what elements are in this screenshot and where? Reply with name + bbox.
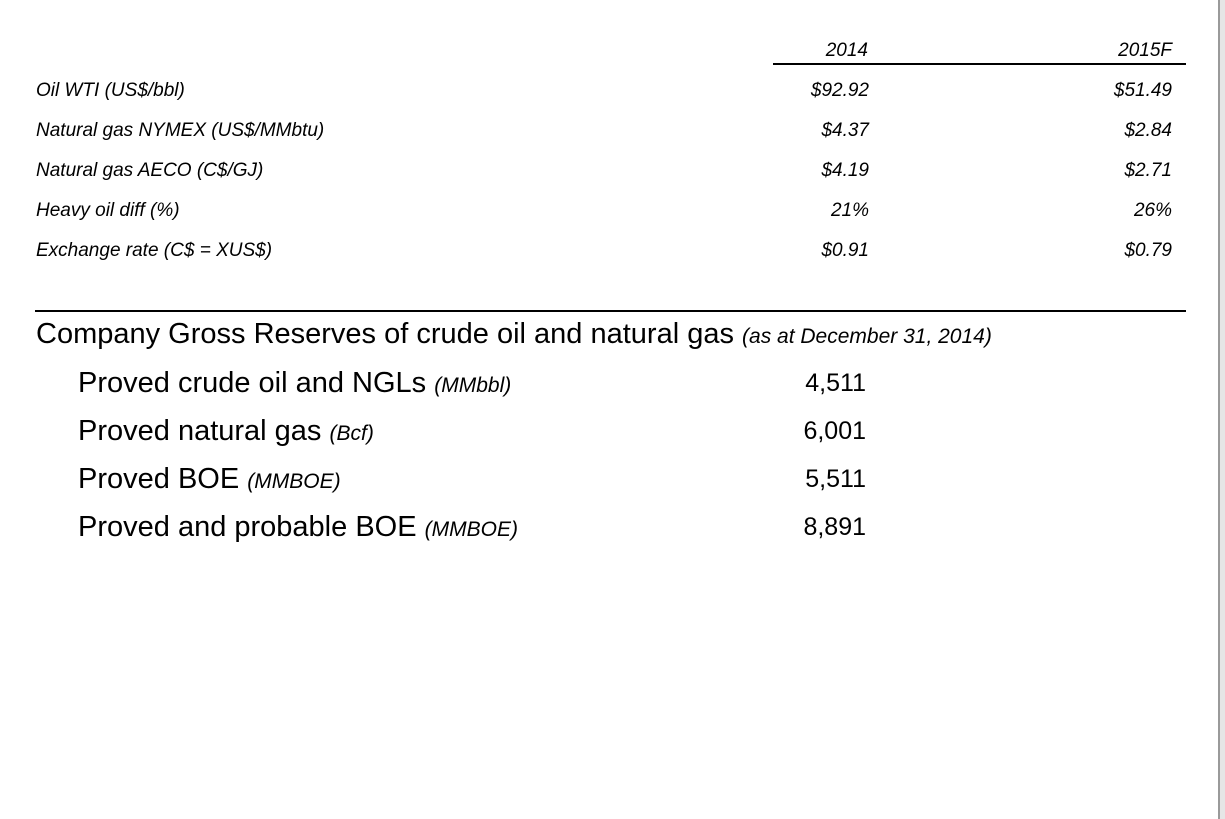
price-row-label: Natural gas NYMEX (US$/MMbtu) (36, 120, 325, 141)
price-value-2014: $92.92 (810, 80, 869, 101)
reserve-label: Proved crude oil and NGLs (MMbbl) (78, 367, 511, 400)
price-value-2015f: $2.71 (1124, 160, 1172, 181)
price-row-label: Oil WTI (US$/bbl) (36, 80, 185, 101)
reserve-value: 5,511 (805, 465, 866, 493)
price-value-2015f: $0.79 (1124, 240, 1172, 261)
price-value-2015f: 26% (1133, 200, 1172, 221)
price-row-label: Natural gas AECO (C$/GJ) (36, 160, 264, 181)
price-row: Natural gas NYMEX (US$/MMbtu) $4.37 $2.8… (0, 120, 1218, 160)
reserve-label-text: Proved BOE (78, 463, 240, 495)
section-rule (35, 310, 1186, 312)
reserves-title-text: Company Gross Reserves of crude oil and … (36, 318, 734, 350)
reserve-unit: (MMbbl) (434, 374, 512, 397)
price-value-2014: 21% (830, 200, 869, 221)
reserve-value: 6,001 (803, 417, 866, 445)
price-row-label: Heavy oil diff (%) (36, 200, 180, 221)
reserve-value: 4,511 (805, 369, 866, 397)
price-value-2015f: $51.49 (1113, 80, 1172, 101)
reserve-unit: (Bcf) (329, 422, 374, 445)
reserves-title: Company Gross Reserves of crude oil and … (36, 318, 992, 351)
price-row: Heavy oil diff (%) 21% 26% (0, 200, 1218, 240)
price-row: Exchange rate (C$ = XUS$) $0.91 $0.79 (0, 240, 1218, 280)
reserve-label-text: Proved crude oil and NGLs (78, 367, 427, 399)
reserve-row: Proved and probable BOE (MMBOE) 8,891 (0, 511, 1218, 559)
column-header-2014: 2014 (825, 40, 868, 61)
page-edge (1218, 0, 1220, 819)
reserve-row: Proved natural gas (Bcf) 6,001 (0, 415, 1218, 463)
header-rule (773, 63, 1186, 65)
reserve-row: Proved crude oil and NGLs (MMbbl) 4,511 (0, 367, 1218, 415)
price-row: Oil WTI (US$/bbl) $92.92 $51.49 (0, 80, 1218, 120)
price-value-2014: $0.91 (821, 240, 869, 261)
reserve-value: 8,891 (803, 513, 866, 541)
price-value-2015f: $2.84 (1124, 120, 1172, 141)
price-value-2014: $4.37 (821, 120, 869, 141)
reserve-label-text: Proved natural gas (78, 415, 322, 447)
reserve-label: Proved BOE (MMBOE) (78, 463, 341, 496)
column-header-2015f: 2015F (1118, 40, 1172, 61)
price-row-label: Exchange rate (C$ = XUS$) (36, 240, 273, 261)
reserve-label: Proved natural gas (Bcf) (78, 415, 374, 448)
price-row: Natural gas AECO (C$/GJ) $4.19 $2.71 (0, 160, 1218, 200)
page-edge-shadow (1220, 0, 1225, 819)
reserve-unit: (MMBOE) (247, 470, 341, 493)
price-value-2014: $4.19 (821, 160, 869, 181)
reserve-unit: (MMBOE) (424, 518, 518, 541)
reserve-row: Proved BOE (MMBOE) 5,511 (0, 463, 1218, 511)
reserves-title-note: (as at December 31, 2014) (742, 325, 992, 348)
reserve-label: Proved and probable BOE (MMBOE) (78, 511, 518, 544)
reserve-label-text: Proved and probable BOE (78, 511, 417, 543)
